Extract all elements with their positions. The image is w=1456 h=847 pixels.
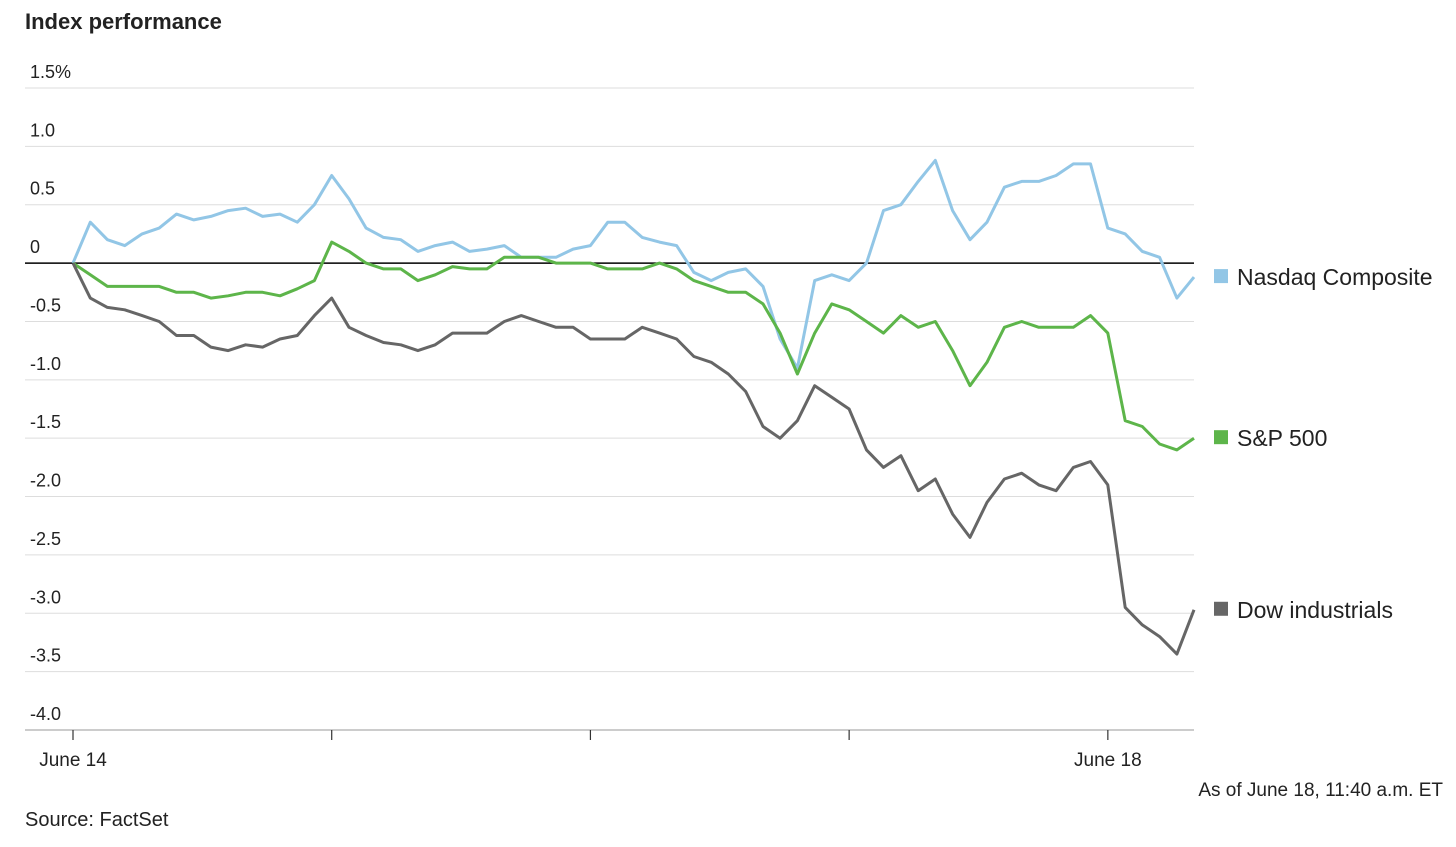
y-tick-label: -1.5 [30, 412, 61, 432]
y-tick-label: 0 [30, 237, 40, 257]
chart-title: Index performance [25, 9, 222, 34]
y-tick-label: 1.5% [30, 62, 71, 82]
source: Source: FactSet [25, 809, 169, 831]
y-tick-label: -3.0 [30, 587, 61, 607]
y-tick-label: -2.5 [30, 529, 61, 549]
y-tick-label: -2.0 [30, 471, 61, 491]
y-tick-label: -1.0 [30, 354, 61, 374]
legend-swatch [1214, 430, 1228, 445]
legend-label: Nasdaq Composite [1237, 264, 1433, 290]
series-line [71, 262, 1196, 656]
legend-swatch [1214, 601, 1228, 616]
note: As of June 18, 11:40 a.m. ET [1198, 780, 1443, 801]
y-tick-label: -0.5 [30, 295, 61, 315]
y-tick-label: -4.0 [30, 704, 61, 724]
y-tick-label: 0.5 [30, 179, 55, 199]
x-tick-label: June 18 [1074, 750, 1142, 771]
series-line [71, 158, 1196, 370]
y-tick-label: -3.5 [30, 646, 61, 666]
legend-label: S&P 500 [1237, 425, 1327, 451]
y-tick-label: 1.0 [30, 120, 55, 140]
series-line [72, 240, 1195, 452]
legend-label: Dow industrials [1237, 597, 1393, 623]
legend-swatch [1214, 269, 1228, 284]
x-tick-label: June 14 [39, 750, 107, 771]
